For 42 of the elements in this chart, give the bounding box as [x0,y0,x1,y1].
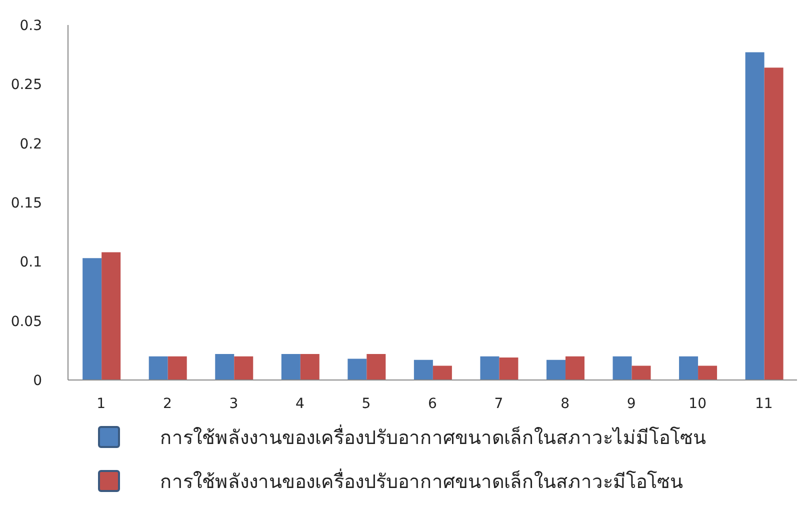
x-tick-label: 5 [362,396,371,412]
y-tick-label: 0.15 [10,195,42,212]
legend-label: การใช้พลังงานของเครื่องปรับอากาศขนาดเล็กในสภาวะไม่มีโอโซน [160,424,706,451]
legend-label: การใช้พลังงานของเครื่องปรับอากาศขนาดเล็กในสภาวะมีโอโซน [160,468,683,495]
bar [612,356,632,380]
x-tick-label: 4 [295,396,304,412]
bar [348,358,367,380]
bar [148,356,168,380]
bar [698,366,718,380]
y-tick-label: 0.05 [10,314,42,330]
x-tick-label: 11 [754,396,773,412]
bar [82,258,102,380]
bar [234,356,254,380]
bar [281,354,300,380]
y-tick-label: 0.2 [20,136,42,152]
bar [745,52,764,380]
y-tick-label: 0.25 [10,77,42,94]
x-tick-label: 6 [428,396,438,412]
bar [300,354,320,380]
x-tick-label: 2 [162,396,172,412]
bar [632,366,651,380]
y-tick-label: 0.1 [20,254,42,271]
y-tick-label: 0 [33,372,42,389]
x-tick-label: 10 [688,396,707,412]
bar [480,356,500,380]
x-tick-label: 3 [229,396,238,412]
bar [546,360,566,380]
y-tick-label: 0.3 [20,18,42,34]
bar [764,68,784,380]
bar [565,356,584,380]
bar [499,358,518,380]
bar [414,360,433,380]
bar [102,252,121,380]
bar [432,366,452,380]
bar [679,356,698,380]
bar [366,354,386,380]
bar [168,356,187,380]
bar [215,354,234,380]
x-tick-label: 7 [494,396,504,412]
x-tick-label: 1 [96,396,106,412]
x-tick-label: 9 [626,396,636,412]
x-tick-label: 8 [560,396,570,412]
